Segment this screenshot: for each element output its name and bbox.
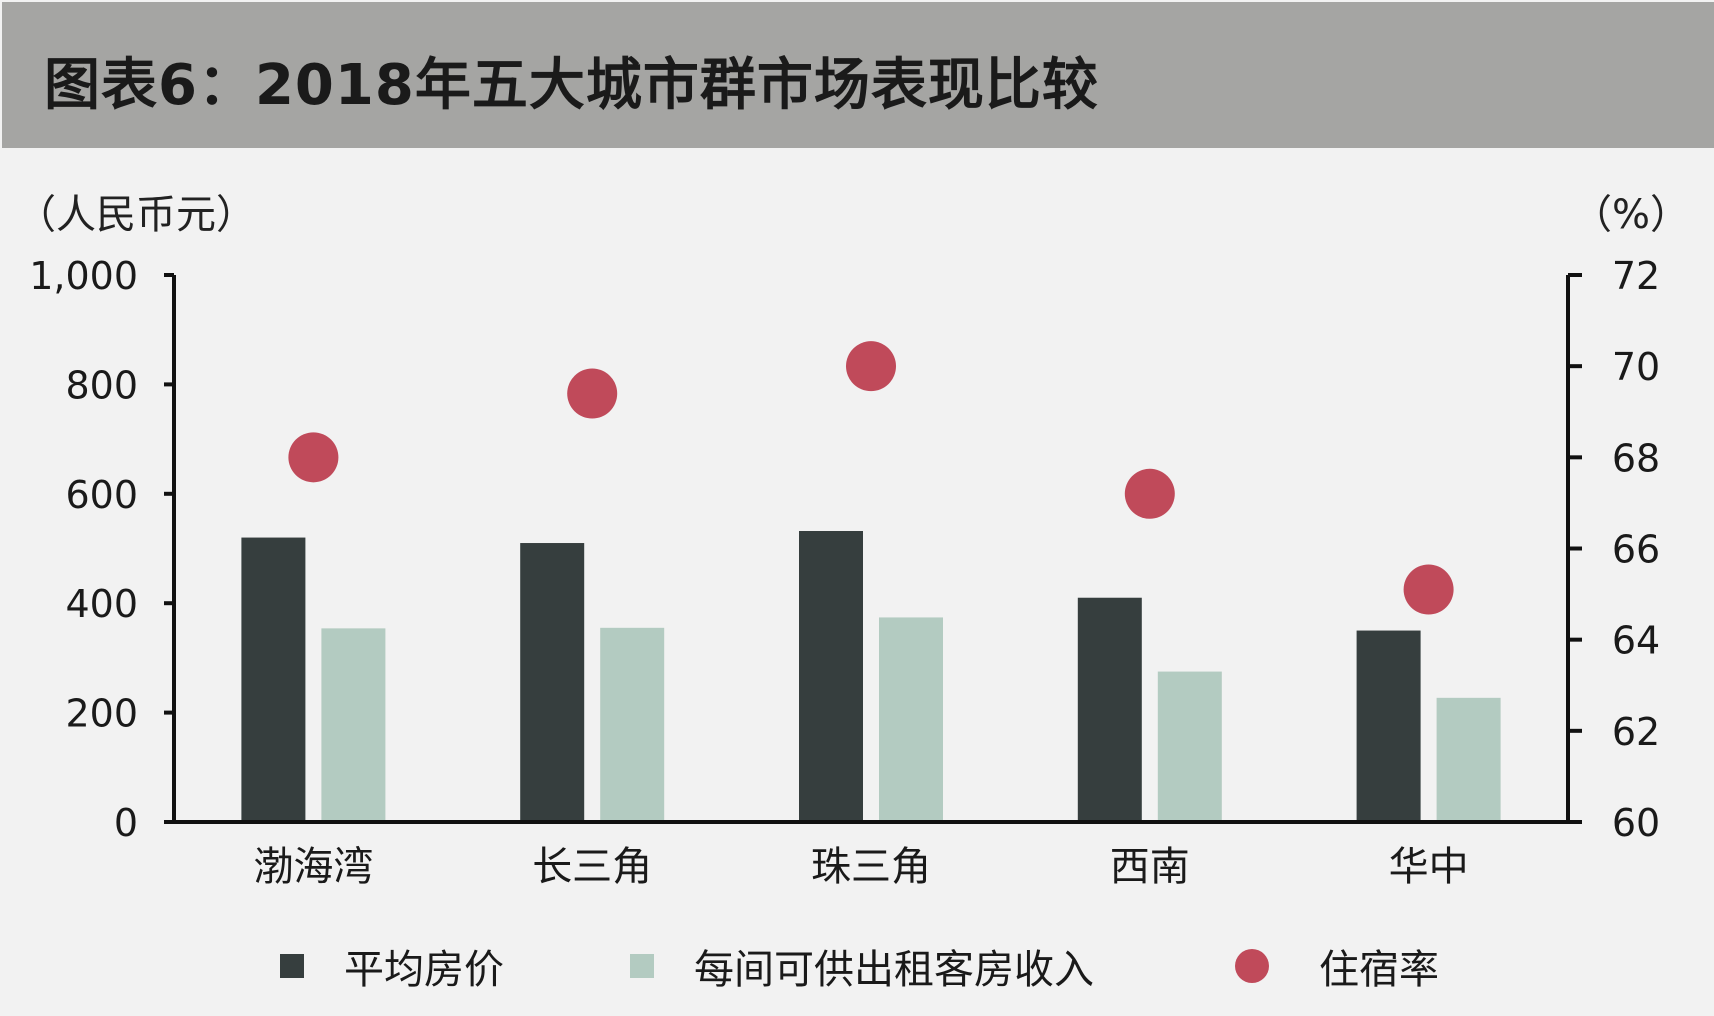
- legend-swatch-price: [280, 954, 304, 978]
- bar-revpar: [600, 627, 665, 822]
- right-tick-label: 62: [1612, 710, 1660, 754]
- right-tick-label: 72: [1612, 254, 1660, 298]
- legend-item-occupancy: 住宿率: [1235, 936, 1439, 996]
- left-tick-label: 1,000: [29, 254, 138, 298]
- right-tick-label: 64: [1612, 619, 1660, 663]
- bar-revpar: [321, 628, 386, 822]
- left-tick-label: 0: [114, 801, 138, 845]
- title-bar: 图表6：2018年五大城市群市场表现比较: [2, 2, 1714, 148]
- legend-swatch-revpar: [630, 954, 654, 978]
- legend-item-revpar: 每间可供出租客房收入: [630, 936, 1094, 996]
- bar-price: [1077, 597, 1142, 822]
- legend-label-revpar: 每间可供出租客房收入: [694, 947, 1094, 993]
- chart-title: 图表6：2018年五大城市群市场表现比较: [44, 53, 1099, 118]
- point-occupancy: [1403, 564, 1454, 615]
- point-occupancy: [567, 368, 618, 419]
- bar-price: [241, 537, 306, 822]
- left-tick-label: 400: [65, 582, 138, 626]
- right-tick-label: 66: [1612, 528, 1660, 572]
- point-occupancy: [288, 432, 339, 483]
- bar-price: [799, 530, 863, 822]
- bar-price: [1356, 630, 1421, 822]
- left-tick-label: 200: [65, 692, 138, 736]
- bar-price: [520, 543, 585, 822]
- point-occupancy: [1124, 468, 1175, 519]
- left-axis-unit: （人民币元）: [16, 192, 256, 238]
- x-category-label: 长三角: [532, 844, 652, 890]
- x-category-label: 渤海湾: [253, 844, 373, 890]
- legend-label-price: 平均房价: [344, 947, 504, 993]
- bar-revpar: [1157, 671, 1222, 822]
- right-tick-label: 60: [1612, 801, 1660, 845]
- right-axis-unit: （%）: [1571, 192, 1690, 238]
- x-category-label: 华中: [1389, 844, 1469, 890]
- x-category-label: 西南: [1110, 844, 1190, 890]
- right-tick-label: 70: [1612, 345, 1660, 389]
- legend-label-occupancy: 住宿率: [1319, 947, 1439, 993]
- legend-item-price: 平均房价: [280, 936, 504, 996]
- legend: 平均房价 每间可供出租客房收入 住宿率: [0, 936, 1714, 996]
- left-tick-label: 600: [65, 473, 138, 517]
- bar-revpar: [879, 617, 943, 822]
- x-category-label: 珠三角: [811, 844, 931, 890]
- point-occupancy: [846, 341, 896, 392]
- bar-revpar: [1436, 697, 1501, 822]
- left-tick-label: 800: [65, 363, 138, 407]
- right-tick-label: 68: [1612, 436, 1660, 480]
- legend-swatch-occupancy: [1235, 949, 1269, 983]
